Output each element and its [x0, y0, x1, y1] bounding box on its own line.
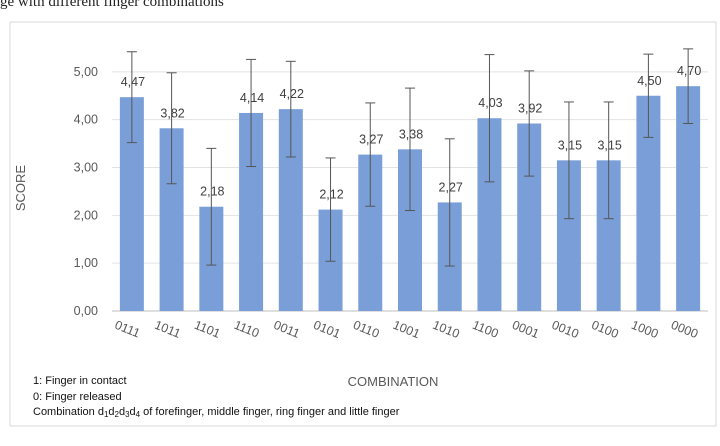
x-tick-label: 0111 [113, 318, 142, 341]
data-label: 4,14 [240, 91, 264, 105]
data-label: 4,03 [478, 96, 502, 110]
x-tick-label: 1110 [232, 318, 261, 341]
x-tick-label: 0010 [550, 318, 581, 341]
data-label: 4,70 [677, 64, 701, 78]
x-tick-label: 0101 [311, 318, 342, 341]
y-axis-title: SCORE [13, 165, 28, 212]
d-letter: d [108, 406, 115, 418]
x-tick-label: 1011 [152, 318, 182, 341]
bar [239, 112, 264, 311]
legend-note-contact: 1: Finger in contact [33, 375, 127, 387]
data-label: 2,27 [439, 180, 463, 194]
subscript-4: 4 [135, 410, 141, 419]
data-label: 3,15 [597, 138, 621, 152]
data-label: 3,27 [359, 133, 383, 147]
chart-frame [9, 21, 717, 427]
x-tick-label: 1010 [431, 318, 462, 341]
y-tick-label: 0,00 [74, 304, 98, 318]
x-tick-label: 0100 [590, 318, 621, 341]
d-letter: d [118, 406, 126, 418]
data-label: 3,82 [160, 106, 184, 120]
y-tick-label: 2,00 [74, 208, 98, 222]
subscript-1: 1 [103, 410, 109, 419]
y-tick-label: 1,00 [74, 256, 98, 270]
page-caption-fragment: ge with different finger combinations [0, 0, 224, 10]
y-tick-label: 4,00 [74, 113, 98, 127]
x-tick-label: 1000 [629, 318, 660, 341]
x-tick-label: 0110 [351, 318, 381, 341]
subscript-3: 3 [125, 410, 130, 419]
x-tick-label: 0001 [510, 318, 541, 341]
x-axis-title: COMBINATION [348, 374, 439, 389]
y-tick-label: 5,00 [74, 65, 98, 79]
x-tick-label: 1100 [470, 318, 500, 341]
x-tick-label: 1101 [192, 318, 222, 341]
data-label: 4,47 [121, 75, 145, 89]
x-tick-label: 1001 [391, 318, 422, 341]
combination-note-suffix: of forefinger, middle finger, ring finge… [140, 406, 400, 418]
data-label: 2,18 [200, 185, 224, 199]
combination-note-prefix: Combination d [33, 406, 104, 418]
x-tick-label: 0000 [669, 318, 700, 341]
y-tick-label: 3,00 [74, 161, 98, 175]
data-label: 2,12 [319, 188, 343, 202]
d-letter: d [129, 406, 136, 418]
data-label: 3,38 [399, 127, 423, 141]
data-label: 3,15 [558, 138, 582, 152]
data-label: 3,92 [518, 101, 542, 115]
x-tick-label: 0011 [272, 318, 302, 341]
legend-note-released: 0: Finger released [33, 391, 122, 403]
subscript-2: 2 [114, 410, 119, 419]
data-label: 4,50 [637, 74, 661, 88]
legend-note-combination: Combination d1d2d3d4 of forefinger, midd… [33, 406, 399, 419]
data-label: 4,22 [280, 87, 304, 101]
